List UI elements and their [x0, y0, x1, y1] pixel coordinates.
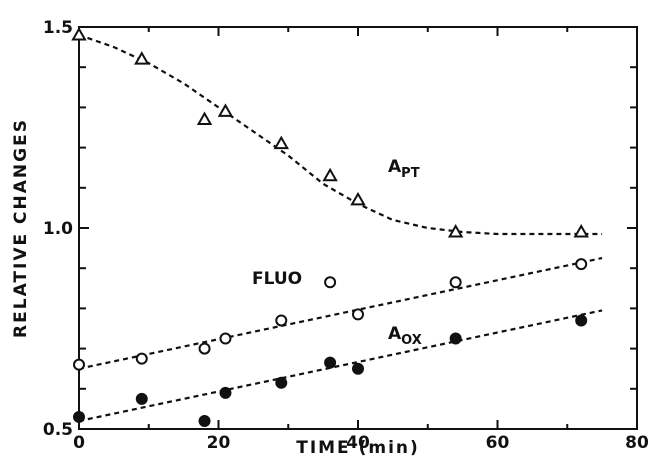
- open-circle-marker: [352, 308, 364, 321]
- open-circle-marker: [324, 276, 337, 289]
- series-label-a-ox: AOX: [388, 324, 422, 348]
- y-axis-label: RELATIVE CHANGES: [11, 118, 31, 338]
- filled-circle-marker: [73, 410, 85, 423]
- triangle-marker: [196, 111, 213, 125]
- x-tick-label: 80: [625, 433, 649, 453]
- filled-circle-marker: [198, 414, 211, 427]
- x-tick-label: 20: [207, 433, 231, 453]
- fit-line: [78, 257, 603, 370]
- open-circle-marker: [575, 258, 588, 271]
- y-tick-label: 1.5: [43, 18, 73, 38]
- x-tick-label: 60: [486, 433, 510, 453]
- triangle-marker: [447, 224, 464, 238]
- open-circle-marker: [73, 358, 85, 371]
- filled-circle-marker: [219, 386, 232, 399]
- open-circle-marker: [135, 352, 148, 365]
- series-label-a-pt: APT: [388, 157, 420, 181]
- series-label-fluo: FLUO: [252, 269, 302, 289]
- triangle-marker: [322, 167, 338, 182]
- open-circle-marker: [275, 314, 288, 327]
- open-circle-marker: [449, 276, 462, 289]
- triangle-marker: [71, 27, 87, 41]
- triangle-marker: [217, 103, 234, 117]
- x-tick-label: 0: [73, 433, 85, 453]
- x-axis-label: TIME (min): [296, 438, 420, 458]
- axis-ticks: 0 20 40 60 80 0.5 1.0 1.5: [43, 18, 649, 453]
- fit-line: [78, 33, 603, 236]
- data-markers: [71, 27, 589, 427]
- triangle-marker: [273, 135, 289, 150]
- triangle-marker: [134, 51, 150, 65]
- x-tick-label: 40: [346, 433, 370, 453]
- filled-circle-marker: [449, 332, 462, 345]
- open-circle-marker: [219, 332, 232, 345]
- filled-circle-marker: [324, 356, 337, 369]
- fit-line: [78, 309, 603, 423]
- filled-circle-marker: [135, 392, 148, 405]
- y-tick-label: 1.0: [43, 219, 73, 239]
- triangle-marker: [350, 191, 366, 206]
- fit-lines: [78, 33, 603, 423]
- filled-circle-marker: [575, 314, 588, 327]
- y-tick-label: 0.5: [43, 420, 73, 440]
- filled-circle-marker: [352, 362, 364, 375]
- filled-circle-marker: [275, 376, 288, 389]
- open-circle-marker: [198, 342, 211, 355]
- triangle-marker: [573, 224, 589, 238]
